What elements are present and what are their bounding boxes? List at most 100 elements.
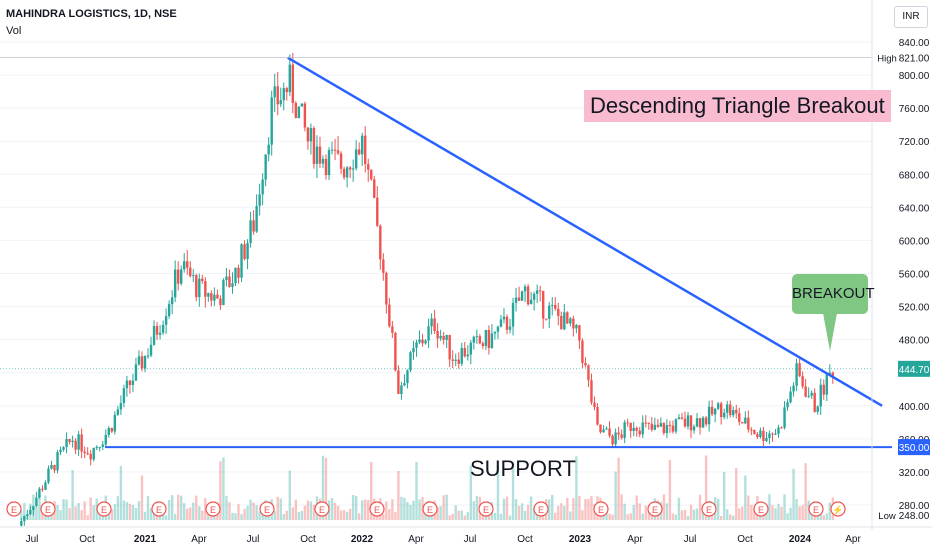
candle-body: [98, 446, 101, 448]
volume-bar: [723, 471, 726, 520]
marker-letter: E: [706, 505, 712, 515]
candle-body: [674, 419, 678, 432]
price-axis[interactable]: 280.00320.00360.00400.00440.00480.00520.…: [871, 0, 930, 530]
volume-bar: [294, 499, 298, 520]
time-tick-label: Jul: [464, 534, 477, 545]
volume-bar: [176, 494, 180, 520]
volume-bar: [548, 499, 551, 520]
candle-body: [707, 406, 711, 425]
candle-body: [726, 404, 729, 413]
price-tick-label: 560.00: [899, 270, 930, 281]
volume-bar: [107, 514, 110, 520]
candle-body: [409, 352, 412, 371]
candle-body: [155, 326, 159, 335]
volume-bar: [674, 514, 678, 520]
candle-body: [303, 103, 307, 128]
volume-bar: [638, 503, 641, 520]
volume-bar: [719, 515, 723, 520]
candle-body: [505, 316, 509, 330]
candle-body: [336, 150, 340, 154]
volume-bar: [98, 514, 101, 520]
candle-body: [710, 406, 714, 415]
marker-circle: [314, 501, 330, 517]
descending-trendline: [287, 56, 883, 407]
volume-bar: [35, 506, 38, 520]
last-price-value: 444.70: [899, 365, 930, 376]
candle-body: [146, 355, 150, 357]
time-tick-label: Oct: [517, 534, 533, 545]
marker-circle: [40, 501, 56, 517]
earnings-marker: E: [647, 501, 663, 517]
earnings-marker: E: [808, 501, 824, 517]
volume-bar: [466, 512, 469, 520]
candle-body: [569, 318, 572, 324]
candle-body: [572, 318, 575, 329]
marker-circle: [96, 501, 112, 517]
volume-bar: [394, 512, 397, 520]
candle-body: [578, 325, 581, 341]
volume-bar: [152, 512, 156, 520]
volume-bar: [56, 505, 59, 520]
time-tick-label: Apr: [627, 534, 643, 545]
volume-bar: [388, 509, 391, 520]
volume-bar: [361, 500, 364, 520]
volume-bar: [499, 513, 503, 520]
volume-bar: [753, 507, 756, 520]
candle-body: [819, 384, 822, 407]
volume-bar: [644, 505, 647, 520]
candle-body: [629, 422, 632, 432]
volume-bar: [463, 515, 466, 520]
time-axis[interactable]: Jul Oct 2021 Apr Jul Oct 2022 Apr Jul Oct 2023 Apr J…: [0, 526, 932, 545]
volume-bar: [641, 513, 644, 520]
candles: [20, 52, 834, 527]
candle-body: [357, 149, 361, 155]
candle-body: [430, 318, 433, 327]
candle-body: [563, 312, 566, 330]
volume-bar: [110, 509, 114, 520]
candle-body: [713, 408, 717, 415]
candle-body: [611, 435, 614, 445]
earnings-marker: E: [151, 501, 167, 517]
candle-body: [167, 304, 171, 317]
candle-body: [26, 514, 29, 516]
candle-body: [107, 428, 110, 435]
volume-bar: [584, 498, 587, 520]
marker-letter: E: [598, 505, 604, 515]
volume-bar: [569, 511, 572, 520]
volume-bar: [285, 510, 288, 520]
support-price-badge: [898, 439, 930, 456]
volume-bar: [282, 513, 285, 520]
marker-circle: [369, 501, 385, 517]
candle-body: [170, 297, 174, 305]
volume-bar: [222, 457, 225, 520]
volume-bar: [472, 501, 476, 520]
volume-bar: [140, 475, 144, 520]
candle-body: [228, 276, 231, 287]
time-tick-label: Jul: [247, 534, 260, 545]
volume-bar: [279, 498, 282, 520]
volume-bar: [686, 515, 690, 520]
candle-body: [831, 372, 834, 378]
volume-bar: [575, 456, 578, 520]
volume-bar: [137, 501, 141, 520]
volume-bar: [71, 470, 74, 520]
volume-bar: [710, 514, 714, 520]
candle-body: [29, 510, 32, 515]
volume-bar: [234, 513, 237, 520]
candle-body: [735, 409, 738, 414]
volume-bar: [496, 465, 500, 520]
volume-bar: [620, 494, 623, 520]
volume-bar: [41, 512, 44, 520]
candle-body: [403, 383, 406, 386]
volume-bar: [526, 504, 530, 520]
candle-body: [795, 363, 798, 386]
currency-button[interactable]: INR: [894, 6, 928, 28]
candle-body: [590, 380, 593, 403]
marker-letter: E: [156, 505, 162, 515]
candle-body: [131, 380, 135, 386]
volume-bar: [436, 507, 439, 520]
marker-circle: [151, 501, 167, 517]
volume-bar: [382, 513, 385, 520]
volume-bar: [367, 500, 370, 520]
